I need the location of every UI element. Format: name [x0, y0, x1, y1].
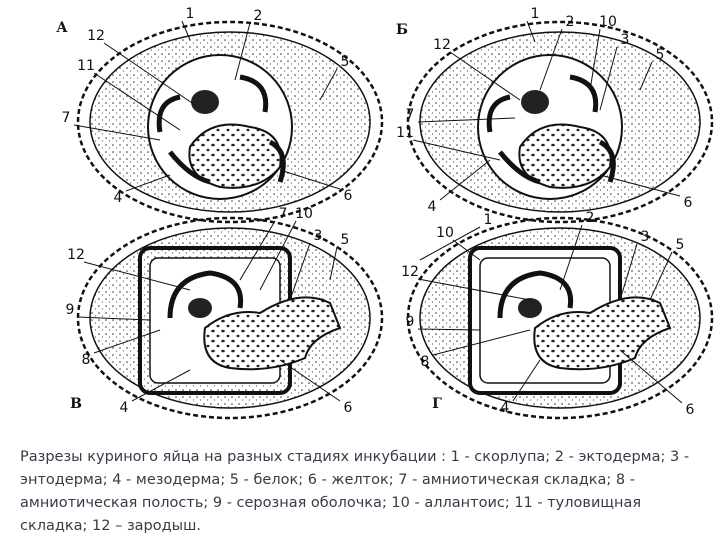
leader-line — [259, 220, 297, 291]
part-label: 2 — [566, 14, 575, 30]
part-label: 6 — [344, 188, 353, 204]
leader-line — [93, 329, 161, 354]
part-label: 3 — [621, 32, 630, 48]
yolk — [203, 296, 342, 371]
part-label: 9 — [66, 302, 75, 318]
leader-line — [234, 22, 251, 81]
leader-line — [417, 328, 481, 331]
part-label: 1 — [186, 6, 195, 22]
shell — [76, 20, 384, 224]
part-label: 7 — [279, 206, 288, 222]
leader-line — [279, 169, 341, 190]
part-label: 11 — [396, 125, 414, 141]
egg-section — [406, 216, 714, 420]
yolk — [533, 296, 672, 371]
leader-line — [526, 20, 536, 43]
part-label: 7 — [62, 110, 71, 126]
leader-line — [419, 226, 481, 261]
part-label: 8 — [82, 352, 91, 368]
part-label: 6 — [344, 400, 353, 416]
part-label: 3 — [641, 229, 650, 245]
shell — [76, 216, 384, 420]
part-label: 5 — [341, 54, 350, 70]
egg-section — [76, 20, 384, 224]
leader-line — [452, 239, 481, 261]
leader-line — [125, 174, 171, 192]
leader-line — [412, 139, 501, 161]
leader-line — [599, 46, 618, 111]
embryo — [518, 298, 542, 318]
leader-line — [417, 117, 516, 123]
part-label: 12 — [87, 28, 105, 44]
part-label: 9 — [406, 314, 415, 330]
panel-letter: Б — [396, 22, 408, 38]
part-label: 4 — [428, 199, 437, 215]
leader-line — [512, 359, 541, 402]
panel-letter: Г — [432, 396, 442, 412]
amnion — [497, 270, 574, 319]
part-label: 12 — [401, 264, 419, 280]
leader-line — [279, 359, 341, 402]
part-label: 10 — [599, 14, 617, 30]
part-label: 12 — [67, 247, 85, 263]
caption: Разрезы куриного яйца на разных стадиях … — [20, 449, 690, 534]
leader-line — [329, 246, 338, 281]
leader-line — [289, 242, 311, 301]
part-label: 10 — [436, 225, 454, 241]
embryo — [191, 90, 219, 114]
leader-line — [319, 68, 338, 101]
embryo — [188, 298, 212, 318]
amnion — [167, 270, 244, 319]
part-label: 1 — [484, 212, 493, 228]
leader-line — [639, 61, 653, 91]
part-label: 4 — [114, 190, 123, 206]
leader-line — [131, 369, 191, 402]
leader-line — [181, 20, 191, 41]
leader-line — [103, 42, 196, 106]
leader-line — [417, 278, 531, 301]
part-label: 4 — [501, 400, 510, 416]
part-label: 5 — [676, 237, 685, 253]
embryo — [521, 90, 549, 114]
leader-line — [73, 124, 161, 141]
egg-section — [76, 216, 384, 420]
fold — [486, 74, 616, 185]
part-label: 3 — [314, 228, 323, 244]
leader-line — [93, 72, 181, 131]
panel-letter: В — [70, 396, 82, 412]
egg-section — [406, 20, 714, 224]
leader-line — [539, 28, 563, 91]
leader-line — [449, 51, 521, 101]
part-label: 11 — [77, 58, 95, 74]
leader-line — [439, 159, 491, 201]
leader-line — [619, 243, 638, 301]
leader-line — [559, 224, 583, 291]
leader-line — [83, 261, 191, 291]
leader-line — [649, 251, 673, 301]
leader-line — [599, 174, 681, 197]
part-label: 2 — [586, 210, 595, 226]
part-label: 1 — [531, 6, 540, 22]
part-label: 8 — [421, 354, 430, 370]
part-label: 12 — [433, 37, 451, 53]
leader-line — [619, 349, 683, 404]
leader-line — [432, 329, 531, 356]
part-label: 6 — [684, 195, 693, 211]
panel-letter: А — [56, 20, 68, 36]
fold — [156, 74, 286, 185]
part-label: 5 — [341, 232, 350, 248]
part-label: 6 — [686, 402, 695, 418]
part-label: 5 — [656, 47, 665, 63]
part-label: 10 — [295, 206, 313, 222]
leader-line — [589, 28, 601, 91]
part-label: 7 — [406, 107, 415, 123]
shell — [406, 20, 714, 224]
shell — [406, 216, 714, 420]
part-label: 2 — [254, 8, 263, 24]
part-label: 4 — [120, 400, 129, 416]
leader-line — [239, 220, 276, 281]
leader-line — [77, 316, 151, 321]
